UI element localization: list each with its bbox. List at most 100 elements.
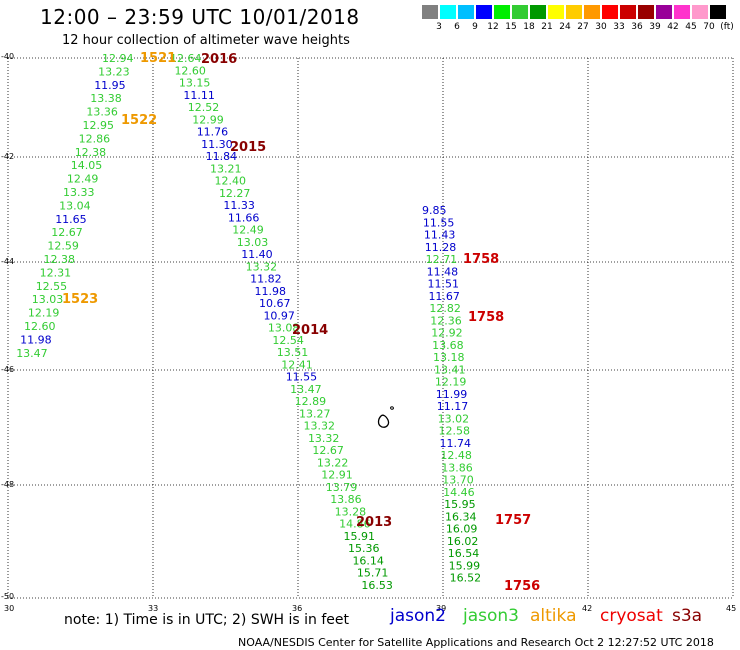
swh-value-label: 12.52 <box>188 101 220 114</box>
swh-value-label: 12.38 <box>44 253 76 266</box>
swh-value-label: 16.54 <box>448 547 480 560</box>
legend-item-cryosat: cryosat <box>600 606 663 626</box>
swh-value-label: 12.64 <box>170 52 202 65</box>
swh-value-label: 13.08 <box>268 322 300 335</box>
swh-value-label: 13.47 <box>290 383 322 396</box>
swh-value-label: 12.19 <box>435 376 467 389</box>
swh-value-label: 16.34 <box>445 510 477 523</box>
swh-value-label: 11.66 <box>228 211 260 224</box>
islet-shape <box>390 406 394 410</box>
color-swatch <box>584 5 600 19</box>
color-swatch <box>638 5 654 19</box>
latitude-tick-label: -40 <box>1 52 15 61</box>
island-shape <box>377 414 390 428</box>
swh-value-label: 12.36 <box>430 314 462 327</box>
swh-value-label: 13.03 <box>237 236 269 249</box>
latitude-tick-label: -44 <box>1 257 15 266</box>
color-swatch <box>566 5 582 19</box>
swh-value-label: 9.85 <box>422 204 447 217</box>
pass-time-label: 1757 <box>495 513 531 528</box>
swh-value-label: 12.48 <box>440 449 472 462</box>
swh-value-label: 10.97 <box>263 309 295 322</box>
credit-line: NOAA/NESDIS Center for Satellite Applica… <box>238 636 714 649</box>
swh-value-label: 16.53 <box>361 579 393 592</box>
swh-value-label: 16.52 <box>450 572 482 585</box>
swh-value-label: 12.60 <box>24 320 56 333</box>
swh-value-label: 12.94 <box>102 52 134 65</box>
color-swatch <box>602 5 618 19</box>
color-scale-label: 70 <box>703 22 715 32</box>
pass-time-label: 2016 <box>201 52 237 67</box>
color-swatch <box>494 5 510 19</box>
swh-value-label: 11.48 <box>427 265 459 278</box>
latitude-tick-label: -42 <box>1 152 15 161</box>
swh-value-label: 15.99 <box>449 559 481 572</box>
swh-value-label: 13.51 <box>277 346 309 359</box>
swh-value-label: 13.86 <box>330 493 362 506</box>
swh-value-label: 12.27 <box>219 187 251 200</box>
pass-time-label: 1758 <box>463 252 499 267</box>
swh-value-label: 12.38 <box>75 146 107 159</box>
page-subtitle: 12 hour collection of altimeter wave hei… <box>62 33 350 48</box>
longitude-tick-label: 45 <box>726 604 737 613</box>
longitude-tick-label: 39 <box>436 604 447 613</box>
longitude-tick-label: 42 <box>582 604 593 613</box>
swh-value-label: 11.67 <box>428 290 460 303</box>
swh-value-label: 12.92 <box>431 327 463 340</box>
swh-value-label: 13.33 <box>63 186 95 199</box>
swh-value-label: 11.17 <box>437 400 469 413</box>
swh-value-label: 13.32 <box>308 432 340 445</box>
swh-labels: 12.9413.2311.9513.3813.3612.9512.8612.38… <box>16 52 481 592</box>
color-swatch <box>692 5 708 19</box>
swh-value-label: 12.91 <box>321 469 353 482</box>
swh-value-label: 11.82 <box>250 273 282 286</box>
swh-value-label: 12.31 <box>40 266 72 279</box>
swh-value-label: 16.14 <box>352 554 384 567</box>
pass-time-label: 2015 <box>230 140 266 155</box>
swh-value-label: 16.02 <box>447 535 479 548</box>
swh-value-label: 12.95 <box>83 119 115 132</box>
swh-value-label: 11.55 <box>286 371 318 384</box>
swh-value-label: 12.49 <box>232 224 263 237</box>
color-scale-label: 9 <box>472 22 478 32</box>
swh-value-label: 15.95 <box>444 498 476 511</box>
swh-value-label: 12.40 <box>215 175 247 188</box>
swh-value-label: 12.60 <box>174 64 206 77</box>
latitude-tick-label: -48 <box>1 480 15 489</box>
color-scale-label: 30 <box>595 22 607 32</box>
color-scale-label: 18 <box>523 22 535 32</box>
color-swatch <box>440 5 456 19</box>
swh-value-label: 14.46 <box>443 486 475 499</box>
swh-value-label: 11.30 <box>201 138 233 151</box>
swh-value-label: 11.98 <box>255 285 286 298</box>
swh-value-label: 13.18 <box>433 351 465 364</box>
swh-value-label: 12.41 <box>281 358 313 371</box>
pass-time-label: 2013 <box>356 515 392 530</box>
swh-value-label: 11.51 <box>428 278 460 291</box>
color-swatch <box>656 5 672 19</box>
swh-value-label: 11.76 <box>197 126 229 139</box>
color-swatch <box>548 5 564 19</box>
swh-value-label: 12.67 <box>312 444 344 457</box>
swh-value-label: 13.21 <box>210 162 242 175</box>
swh-value-label: 12.82 <box>429 302 461 315</box>
color-swatch <box>476 5 492 19</box>
swh-value-label: 13.27 <box>299 407 331 420</box>
color-scale-label: 15 <box>505 22 517 32</box>
swh-value-label: 12.19 <box>28 307 60 320</box>
legend-item-altika: altika <box>530 606 577 626</box>
swh-value-label: 15.71 <box>357 567 389 580</box>
latitude-tick-label: -50 <box>1 592 15 601</box>
color-swatch <box>710 5 726 19</box>
swh-value-label: 13.47 <box>16 347 48 360</box>
swh-value-label: 11.98 <box>20 333 51 346</box>
swh-value-label: 12.54 <box>272 334 304 347</box>
swh-value-label: 11.65 <box>55 213 86 226</box>
swh-value-label: 11.84 <box>206 150 238 163</box>
swh-value-label: 13.41 <box>434 363 466 376</box>
color-scale-label: (ft) <box>720 22 734 32</box>
color-swatch <box>422 5 438 19</box>
color-swatch <box>620 5 636 19</box>
legend-item-jason2: jason2 <box>390 606 446 626</box>
color-scale-label: 27 <box>577 22 589 32</box>
